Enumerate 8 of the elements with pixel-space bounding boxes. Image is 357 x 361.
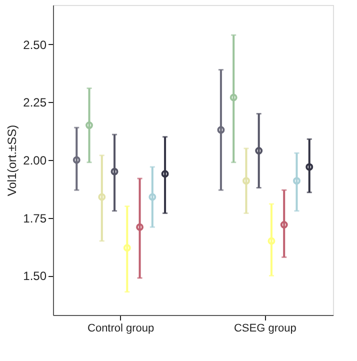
x-tick-label: CSEG group (234, 322, 296, 334)
y-axis-title: Vol1(ort.±SS) (5, 124, 20, 196)
y-tick-label: 1.75 (23, 211, 47, 226)
y-tick-label: 2.00 (23, 154, 47, 168)
y-tick-label: 2.25 (23, 96, 47, 110)
y-tick-label: 1.50 (23, 269, 47, 284)
x-tick-label: Control group (88, 322, 154, 334)
y-tick-label: 2.50 (23, 38, 47, 52)
